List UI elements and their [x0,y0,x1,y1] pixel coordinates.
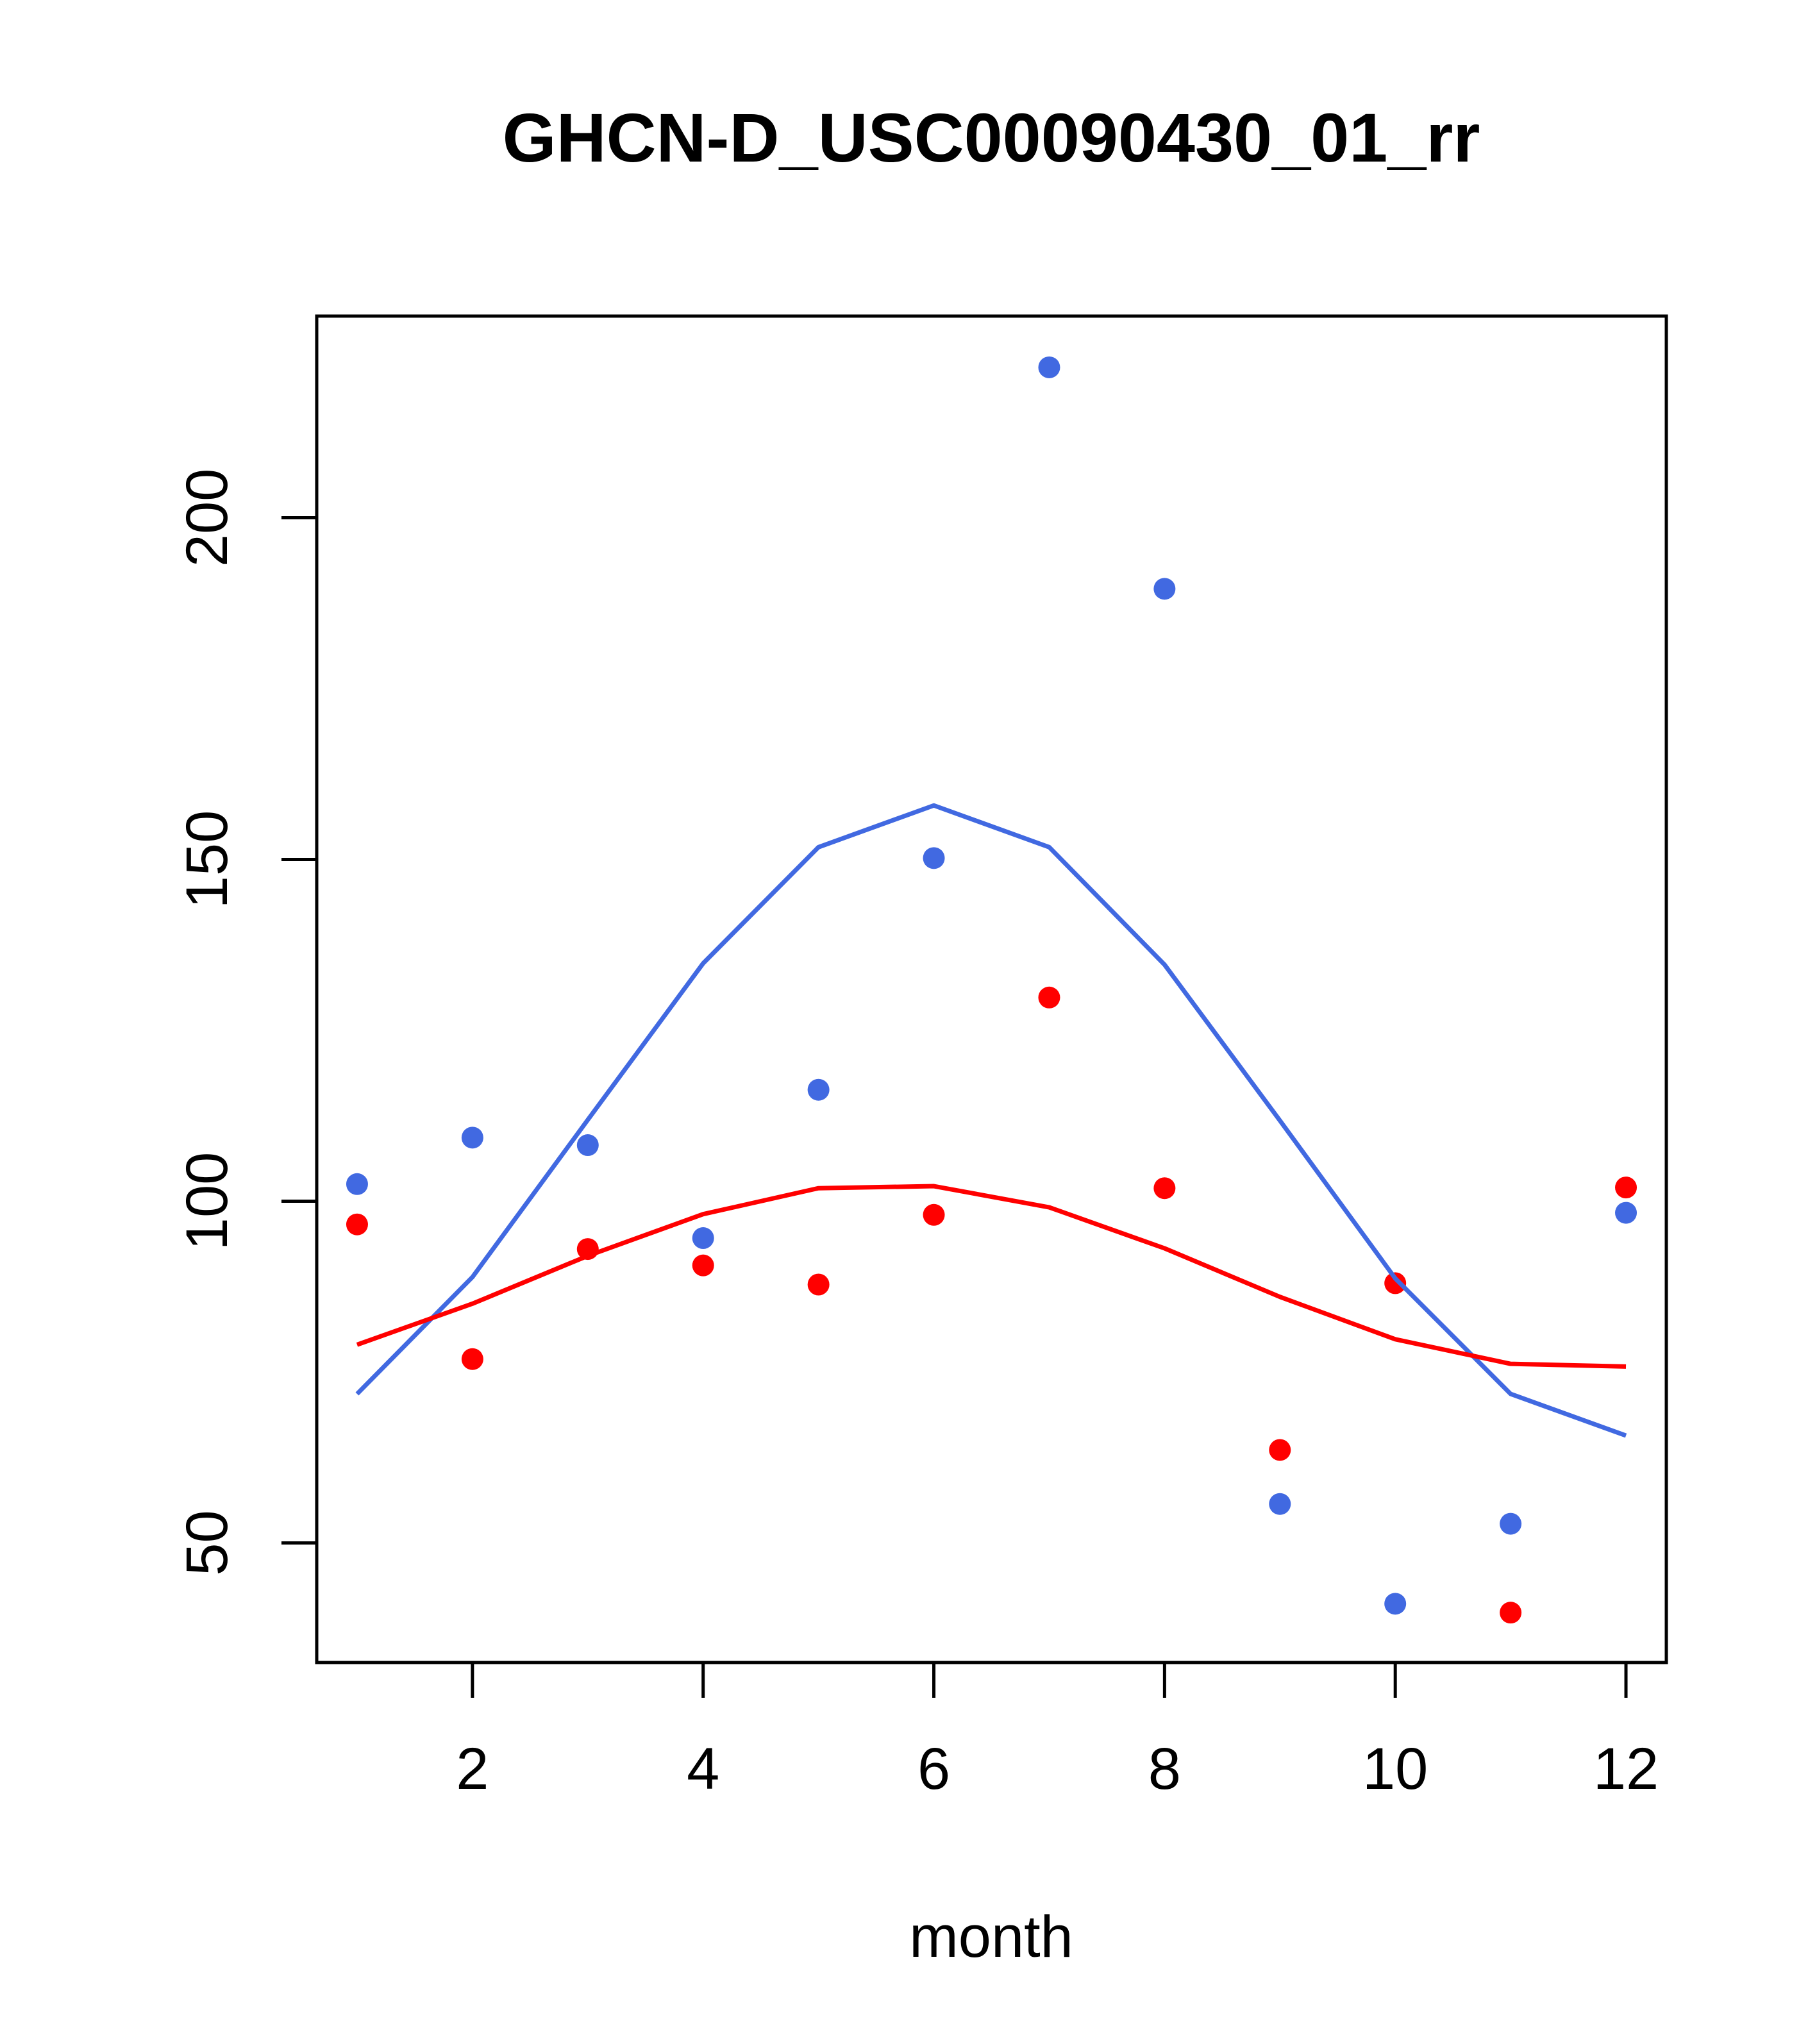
data-point [1153,1177,1176,1200]
data-point [923,847,945,869]
series-line [356,1184,1627,1369]
data-point [346,1173,368,1195]
data-point [1615,1177,1637,1199]
y-axis: 50 100 150 200 [174,469,319,1576]
data-point [692,1254,714,1277]
series-line [355,803,1627,1438]
x-tick-label: 4 [687,1736,719,1802]
data-point [461,1127,483,1149]
series-layer [346,356,1637,1624]
x-tick-label: 12 [1593,1736,1659,1802]
y-tick-label: 150 [174,810,240,909]
data-point [1500,1602,1522,1624]
data-point [1615,1202,1637,1224]
data-point [1384,1593,1407,1615]
data-point [461,1348,483,1370]
data-point [1384,1272,1407,1294]
data-point [692,1227,714,1250]
data-point [1038,986,1060,1009]
data-point [923,1203,945,1226]
x-tick-label: 10 [1362,1736,1428,1802]
x-tick-label: 6 [917,1736,950,1802]
y-tick-label: 50 [174,1510,240,1575]
x-tick-label: 2 [456,1736,489,1802]
y-tick-label: 200 [174,469,240,567]
data-point [1269,1439,1291,1461]
chart-title: GHCN-D_USC00090430_01_rr [503,99,1480,176]
data-point [807,1078,830,1101]
x-tick-label: 8 [1148,1736,1181,1802]
plot-frame [315,314,1668,1664]
data-point [1500,1512,1522,1535]
data-point [576,1134,599,1157]
data-point [1153,578,1176,600]
x-axis-label: month [909,1904,1073,1970]
data-point [346,1213,368,1236]
data-point [1269,1493,1291,1515]
data-point [807,1273,830,1296]
x-axis: 2 4 6 8 10 12 [456,1661,1659,1802]
data-point [1038,356,1060,378]
y-tick-label: 100 [174,1152,240,1251]
